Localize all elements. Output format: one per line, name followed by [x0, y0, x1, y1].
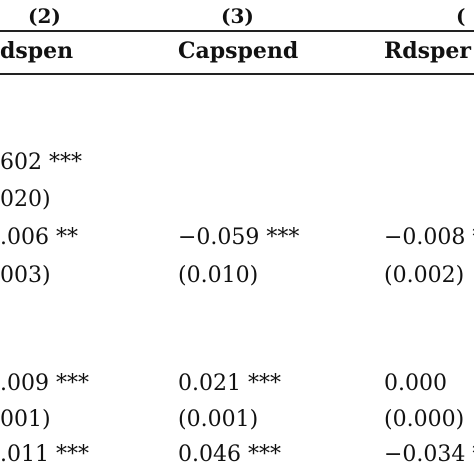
col-header-rdspend: dspen — [0, 38, 74, 64]
col-number-3: (3) — [221, 4, 254, 28]
col-header-capspend: Capspend — [178, 38, 299, 64]
table-cell: .011 *** — [0, 442, 89, 467]
table-cell: 0.046 *** — [178, 442, 281, 467]
table-cell: 001) — [0, 407, 51, 432]
top-rule — [0, 30, 474, 32]
table-cell: (0.002) — [384, 263, 465, 288]
table-cell: −0.059 *** — [178, 225, 300, 250]
table-cell: .006 ** — [0, 225, 78, 250]
header-rule — [0, 73, 474, 75]
table-cell: (0.000) — [384, 407, 465, 432]
col-number-2: (2) — [28, 4, 61, 28]
table-cell: 003) — [0, 263, 51, 288]
col-number-4: ( — [456, 4, 466, 28]
table-cell: .009 *** — [0, 371, 89, 396]
table-cell: −0.034 * — [384, 442, 474, 467]
table-cell: 602 *** — [0, 150, 82, 175]
table-cell: 0.021 *** — [178, 371, 281, 396]
table-cell: 020) — [0, 187, 51, 212]
table-cell: 0.000 — [384, 371, 447, 396]
table-cell: (0.010) — [178, 263, 259, 288]
table-cell: −0.008 * — [384, 225, 474, 250]
table-cell: (0.001) — [178, 407, 259, 432]
col-header-rdsper: Rdsper — [384, 38, 472, 64]
